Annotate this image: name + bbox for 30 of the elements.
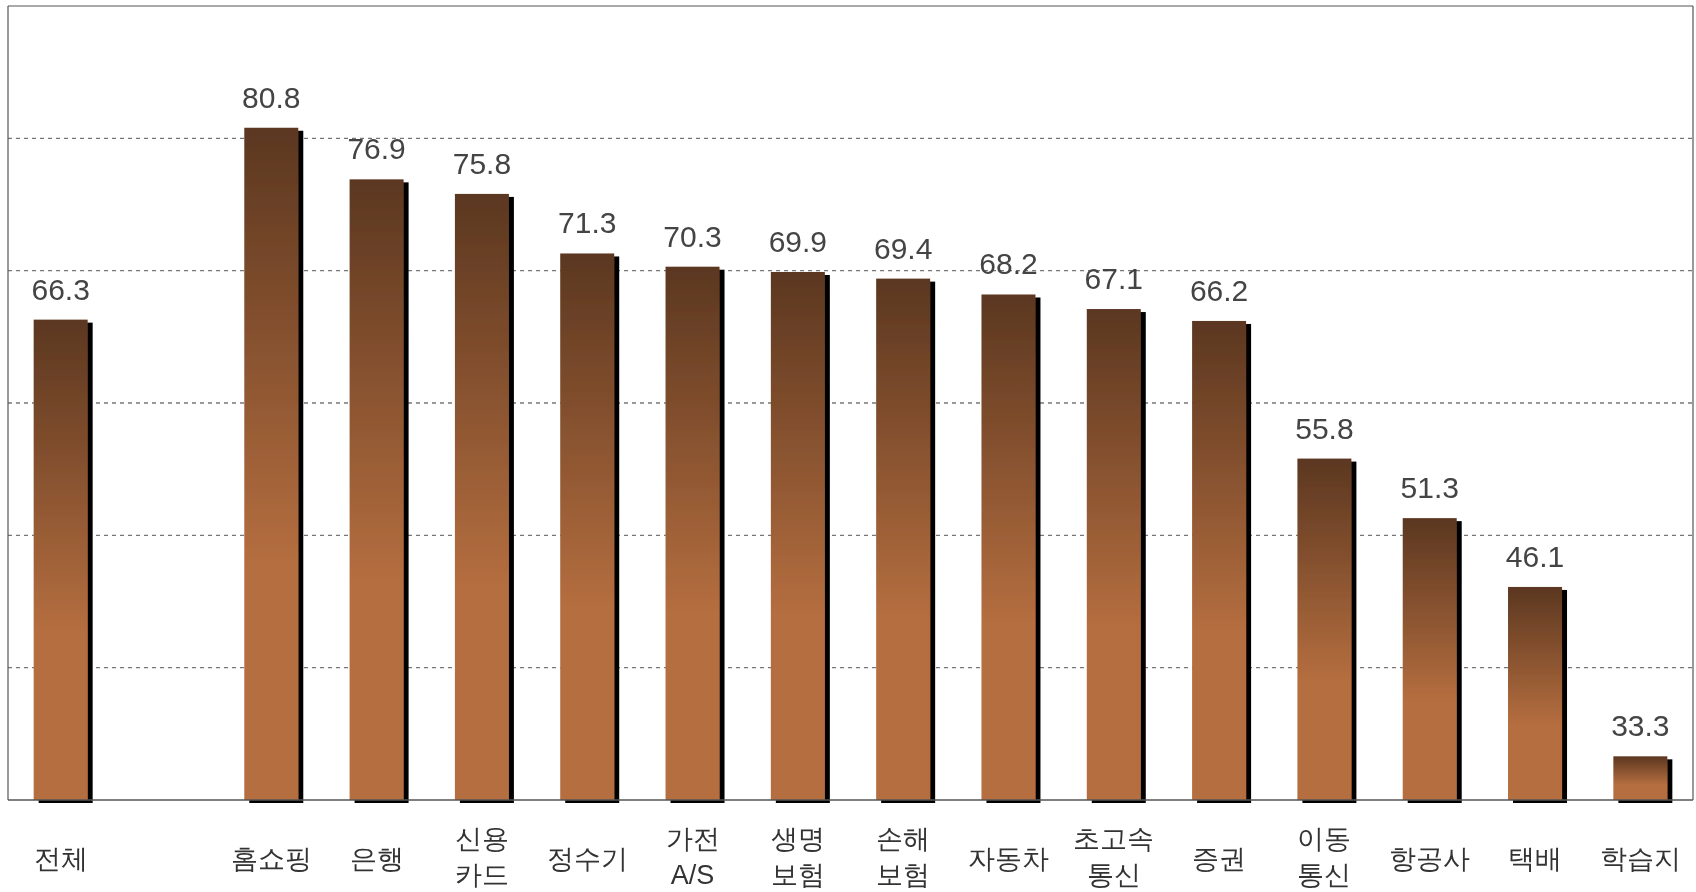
x-tick-label: 손해 보험 [876,824,931,890]
x-tick-label: 항공사 [1389,844,1471,874]
x-tick-label: 정수기 [546,844,628,874]
data-label: 69.9 [768,224,828,258]
data-label: 55.8 [1295,411,1354,445]
data-label: 70.3 [663,219,722,253]
data-label: 71.3 [558,206,617,240]
x-tick-label: 홈쇼핑 [230,844,312,874]
x-tick-label: 학습지 [1599,844,1681,874]
x-tick-label: 증권 [1192,844,1247,874]
x-tick-label: 자동차 [967,844,1049,874]
data-label: 46.1 [1505,539,1565,573]
data-label: 75.8 [452,146,512,180]
x-tick-label: 이동 통신 [1297,824,1352,890]
data-label: 67.1 [1084,262,1143,296]
x-tick-label: 초고속 통신 [1073,824,1155,890]
data-label: 51.3 [1400,471,1459,505]
data-label: 66.3 [31,272,90,306]
data-label: 69.4 [873,231,933,265]
x-tick-label: 가전 A/S [665,824,720,890]
data-label: 68.2 [979,247,1038,281]
x-tick-label: 택배 [1508,844,1563,874]
data-label: 80.8 [242,80,301,114]
x-tick-label: 신용 카드 [454,824,509,890]
x-tick-label: 은행 [349,844,404,874]
x-tick-label: 전체 [33,844,88,874]
data-label: 76.9 [347,132,406,166]
data-label: 33.3 [1611,709,1670,743]
data-label: 66.2 [1189,273,1249,307]
x-tick-label: 생명 보험 [770,824,825,890]
